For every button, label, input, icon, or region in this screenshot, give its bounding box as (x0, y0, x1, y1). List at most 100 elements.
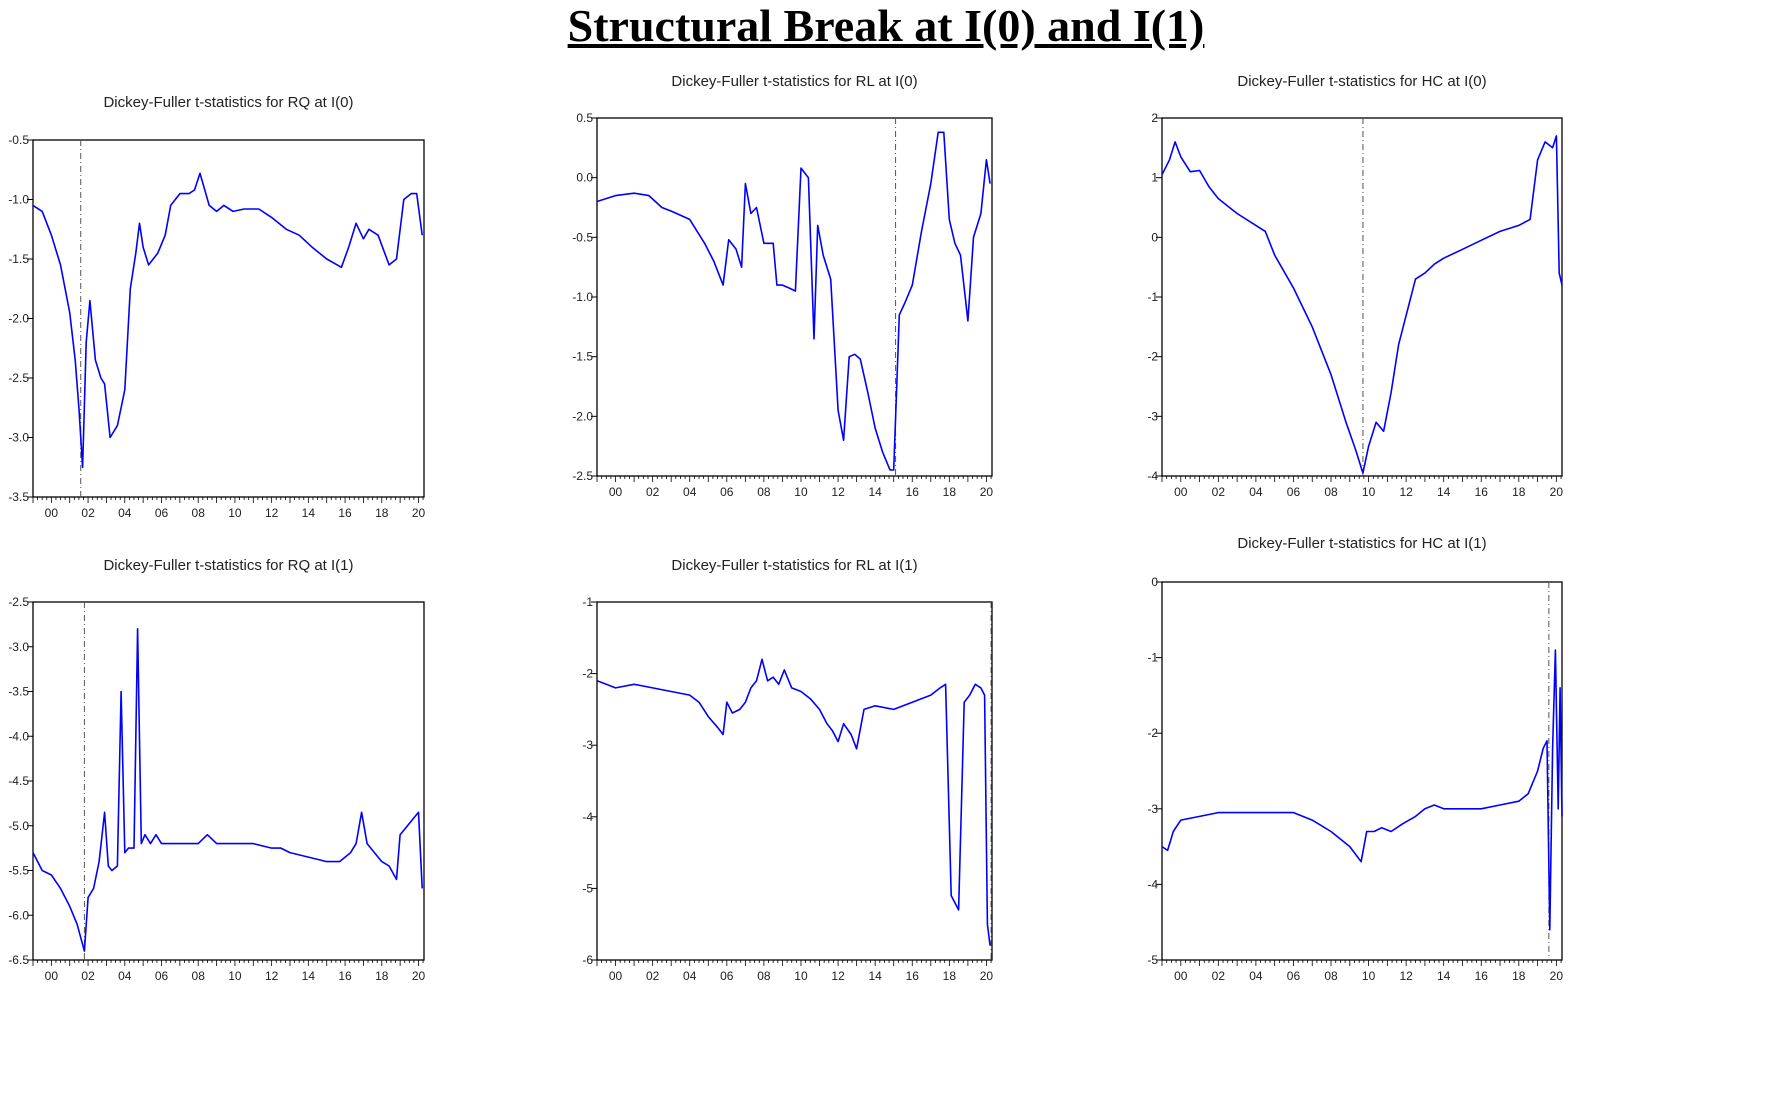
series-line (596, 131, 991, 471)
y-tick-label: -2.5 (8, 371, 29, 385)
x-tick-label: 00 (609, 485, 623, 499)
x-tick-label: 18 (375, 969, 389, 983)
y-tick-label: -5.5 (8, 864, 29, 878)
x-tick-label: 20 (980, 969, 994, 983)
x-tick-label: 18 (1512, 485, 1526, 499)
chart-rq-i0: Dickey-Fuller t-statistics for RQ at I(0… (8, 94, 425, 520)
x-tick-label: 08 (757, 485, 771, 499)
x-tick-label: 14 (1437, 969, 1451, 983)
y-tick-label: -3.0 (8, 640, 29, 654)
x-tick-label: 10 (228, 506, 242, 520)
x-tick-label: 00 (45, 969, 59, 983)
x-tick-label: 18 (943, 969, 957, 983)
y-tick-label: -6.0 (8, 908, 29, 922)
x-tick-label: 18 (943, 485, 957, 499)
plot-frame (32, 601, 425, 961)
x-tick-label: 06 (720, 485, 734, 499)
y-tick-label: -5 (1147, 953, 1158, 967)
x-tick-label: 14 (302, 506, 316, 520)
y-tick-label: -1.5 (572, 350, 593, 364)
x-tick-label: 14 (868, 485, 882, 499)
y-tick-label: -0.5 (8, 133, 29, 147)
x-tick-label: 06 (155, 506, 169, 520)
y-tick-label: -4 (582, 810, 593, 824)
y-tick-label: -1 (582, 595, 593, 609)
x-tick-label: 16 (1475, 485, 1489, 499)
y-tick-label: -6 (582, 953, 593, 967)
y-tick-label: -3.5 (8, 490, 29, 504)
x-tick-label: 04 (683, 485, 697, 499)
plot-frame (1161, 581, 1563, 961)
x-tick-label: 02 (81, 969, 95, 983)
y-tick-label: -2 (1147, 350, 1158, 364)
x-tick-label: 16 (906, 969, 920, 983)
x-tick-label: 20 (412, 506, 426, 520)
y-tick-label: -5 (582, 881, 593, 895)
y-tick-label: -1 (1147, 651, 1158, 665)
x-tick-label: 10 (1362, 969, 1376, 983)
plot-frame (596, 601, 993, 961)
x-tick-label: 20 (412, 969, 426, 983)
y-tick-label: -2.5 (8, 595, 29, 609)
panel-title: Dickey-Fuller t-statistics for RL at I(1… (671, 557, 917, 574)
y-tick-label: -4.0 (8, 729, 29, 743)
panel-title: Dickey-Fuller t-statistics for HC at I(0… (1237, 73, 1486, 90)
y-tick-label: -3.0 (8, 431, 29, 445)
x-tick-label: 06 (1287, 969, 1301, 983)
x-tick-label: 06 (155, 969, 169, 983)
x-tick-label: 12 (1399, 485, 1413, 499)
chart-rl-i1: Dickey-Fuller t-statistics for RL at I(1… (582, 557, 993, 983)
y-tick-label: -1.0 (8, 193, 29, 207)
x-tick-label: 00 (609, 969, 623, 983)
x-tick-label: 12 (831, 485, 845, 499)
x-tick-label: 02 (1212, 485, 1226, 499)
y-tick-label: -6.5 (8, 953, 29, 967)
chart-hc-i0: Dickey-Fuller t-statistics for HC at I(0… (1147, 73, 1563, 499)
y-tick-label: -2.5 (572, 469, 593, 483)
y-tick-label: 0.5 (576, 111, 593, 125)
x-tick-label: 12 (831, 969, 845, 983)
panel-title: Dickey-Fuller t-statistics for RQ at I(0… (103, 94, 353, 111)
y-tick-label: -1 (1147, 290, 1158, 304)
y-tick-label: -2.0 (8, 312, 29, 326)
y-tick-label: -3 (1147, 409, 1158, 423)
x-tick-label: 10 (794, 969, 808, 983)
x-tick-label: 20 (1550, 969, 1564, 983)
x-tick-label: 02 (1212, 969, 1226, 983)
series-line (596, 658, 991, 946)
y-tick-label: 0 (1151, 575, 1158, 589)
x-tick-label: 00 (45, 506, 59, 520)
panel-title: Dickey-Fuller t-statistics for HC at I(1… (1237, 535, 1486, 552)
chart-hc-i1: Dickey-Fuller t-statistics for HC at I(1… (1147, 535, 1563, 983)
x-tick-label: 14 (868, 969, 882, 983)
x-tick-label: 04 (118, 969, 132, 983)
panel-title: Dickey-Fuller t-statistics for RQ at I(1… (103, 557, 353, 574)
y-tick-label: 0 (1151, 230, 1158, 244)
main-title: Structural Break at I(0) and I(1) (567, 0, 1205, 51)
y-tick-label: 0.0 (576, 171, 593, 185)
x-tick-label: 02 (646, 969, 660, 983)
x-tick-label: 14 (302, 969, 316, 983)
y-tick-label: 1 (1151, 171, 1158, 185)
x-tick-label: 18 (1512, 969, 1526, 983)
x-tick-label: 16 (906, 485, 920, 499)
x-tick-label: 06 (1287, 485, 1301, 499)
y-tick-label: -4 (1147, 877, 1158, 891)
x-tick-label: 16 (338, 506, 352, 520)
y-tick-label: -3 (582, 738, 593, 752)
x-tick-label: 10 (1362, 485, 1376, 499)
y-tick-label: -4.5 (8, 774, 29, 788)
y-tick-label: -3 (1147, 802, 1158, 816)
x-tick-label: 08 (757, 969, 771, 983)
x-tick-label: 04 (683, 969, 697, 983)
series-line (1161, 649, 1563, 931)
chart-rq-i1: Dickey-Fuller t-statistics for RQ at I(1… (8, 557, 425, 983)
x-tick-label: 08 (1324, 485, 1338, 499)
series-line (32, 172, 423, 469)
y-tick-label: -0.5 (572, 230, 593, 244)
plot-frame (1161, 117, 1563, 477)
chart-rl-i0: Dickey-Fuller t-statistics for RL at I(0… (572, 73, 993, 499)
y-tick-label: -2 (582, 667, 593, 681)
x-tick-label: 20 (1550, 485, 1564, 499)
x-tick-label: 04 (1249, 485, 1263, 499)
